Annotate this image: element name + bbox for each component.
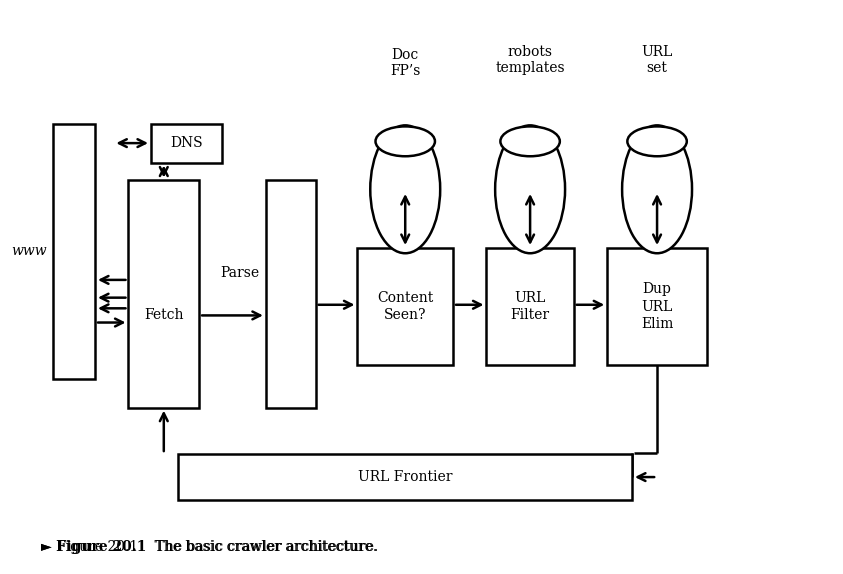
- Ellipse shape: [622, 125, 692, 253]
- Text: Doc
FP’s: Doc FP’s: [390, 48, 421, 78]
- Ellipse shape: [627, 126, 687, 156]
- Ellipse shape: [370, 125, 440, 253]
- Text: Parse: Parse: [220, 266, 259, 280]
- Text: Content
Seen?: Content Seen?: [377, 291, 433, 322]
- Text: URL
Filter: URL Filter: [511, 291, 550, 322]
- Bar: [53, 123, 95, 379]
- Bar: [357, 248, 453, 365]
- Bar: [128, 180, 199, 408]
- Text: ► Figure 20.1    The basic crawler architecture.: ► Figure 20.1 The basic crawler architec…: [41, 540, 379, 554]
- Text: robots
templates: robots templates: [496, 45, 565, 75]
- Text: www: www: [11, 245, 47, 258]
- Bar: [266, 180, 316, 408]
- Bar: [179, 454, 632, 500]
- Bar: [151, 123, 222, 162]
- Text: DNS: DNS: [170, 136, 202, 150]
- Ellipse shape: [495, 125, 565, 253]
- Ellipse shape: [501, 126, 560, 156]
- Text: Dup
URL
Elim: Dup URL Elim: [641, 282, 674, 331]
- Ellipse shape: [375, 126, 435, 156]
- Bar: [486, 248, 574, 365]
- Text: The basic crawler architecture.: The basic crawler architecture.: [137, 540, 377, 554]
- Text: URL
set: URL set: [642, 45, 673, 75]
- Text: Fetch: Fetch: [144, 308, 184, 323]
- Text: ► Figure 20.1: ► Figure 20.1: [41, 540, 147, 554]
- Text: URL Frontier: URL Frontier: [358, 470, 453, 484]
- Bar: [607, 248, 707, 365]
